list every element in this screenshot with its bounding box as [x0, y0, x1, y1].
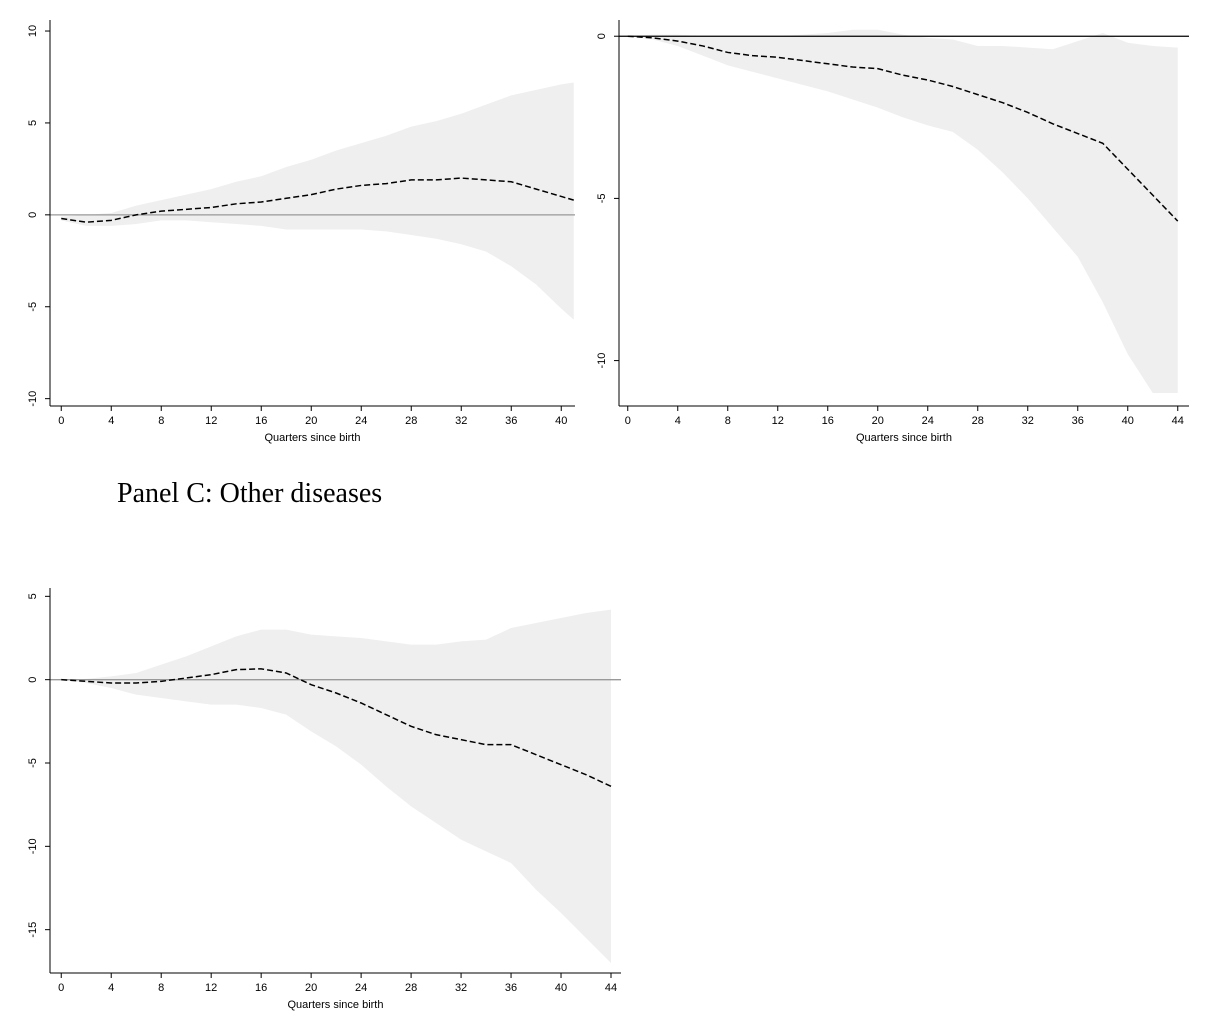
x-tick-label: 8: [158, 982, 164, 994]
y-tick-label: 0: [27, 212, 39, 218]
x-tick-label: 36: [505, 415, 517, 427]
panel-title: Panel C: Other diseases: [117, 478, 382, 509]
x-tick-label: 16: [255, 415, 267, 427]
x-tick-label: 20: [872, 415, 884, 427]
x-tick-label: 24: [355, 982, 367, 994]
x-axis-label: Quarters since birth: [856, 432, 952, 444]
x-tick-label: 12: [205, 982, 217, 994]
x-tick-label: 40: [555, 415, 567, 427]
x-tick-label: 28: [405, 415, 417, 427]
x-tick-label: 4: [108, 415, 114, 427]
y-tick-label: -5: [27, 302, 39, 312]
x-tick-label: 36: [1072, 415, 1084, 427]
x-tick-label: 20: [305, 415, 317, 427]
estimate-line: [61, 177, 574, 223]
x-axis-label: Quarters since birth: [265, 432, 361, 444]
estimate-line: [61, 668, 612, 788]
confidence-band: [627, 29, 1178, 394]
x-tick-label: 4: [675, 415, 681, 427]
x-tick-label: 36: [505, 982, 517, 994]
x-tick-label: 32: [455, 415, 467, 427]
y-tick-label: 0: [596, 33, 608, 39]
x-tick-label: 40: [555, 982, 567, 994]
x-tick-label: 40: [1122, 415, 1134, 427]
y-tick-label: 0: [27, 677, 39, 683]
y-tick-label: 10: [27, 25, 39, 37]
y-tick-label: -5: [27, 758, 39, 768]
confidence-band: [61, 609, 612, 963]
confidence-band: [61, 82, 574, 320]
x-tick-label: 44: [1172, 415, 1184, 427]
y-tick-label: -5: [596, 194, 608, 204]
x-tick-label: 0: [58, 415, 64, 427]
y-tick-label: -10: [596, 353, 608, 369]
x-tick-label: 32: [455, 982, 467, 994]
y-tick-label: 5: [27, 120, 39, 126]
x-tick-label: 12: [772, 415, 784, 427]
x-tick-label: 32: [1022, 415, 1034, 427]
x-tick-label: 28: [972, 415, 984, 427]
x-tick-label: 20: [305, 982, 317, 994]
x-axis-label: Quarters since birth: [288, 999, 384, 1011]
x-tick-label: 8: [725, 415, 731, 427]
x-tick-label: 28: [405, 982, 417, 994]
estimate-line: [627, 35, 1179, 222]
x-tick-label: 44: [605, 982, 617, 994]
y-tick-label: -15: [27, 922, 39, 938]
x-tick-label: 4: [108, 982, 114, 994]
x-tick-label: 24: [922, 415, 934, 427]
x-tick-label: 8: [158, 415, 164, 427]
x-tick-label: 0: [625, 415, 631, 427]
x-tick-label: 12: [205, 415, 217, 427]
x-tick-label: 16: [822, 415, 834, 427]
y-tick-label: 5: [27, 593, 39, 599]
x-tick-label: 0: [58, 982, 64, 994]
y-tick-label: -10: [27, 391, 39, 407]
x-tick-label: 16: [255, 982, 267, 994]
x-tick-label: 24: [355, 415, 367, 427]
y-tick-label: -10: [27, 838, 39, 854]
